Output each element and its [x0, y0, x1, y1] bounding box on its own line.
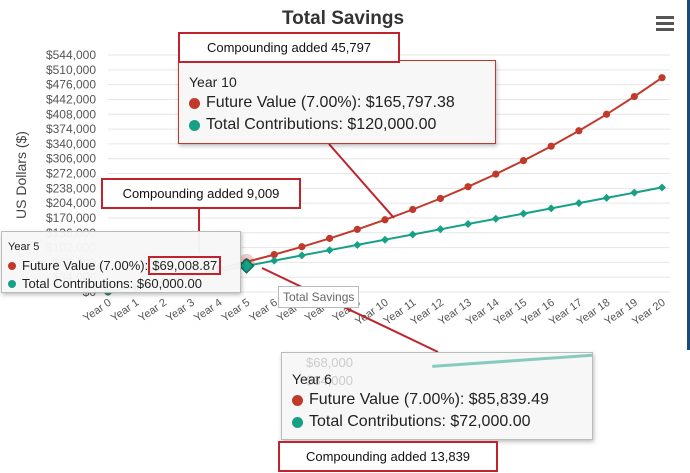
data-point[interactable] — [575, 127, 583, 135]
hamburger-menu-icon[interactable] — [656, 16, 674, 31]
y-tick-label: $374,000 — [46, 122, 96, 136]
data-point[interactable] — [298, 243, 306, 251]
data-point[interactable] — [519, 209, 528, 218]
contributions-dot — [292, 416, 303, 428]
tooltip-year6-title: Year 6 — [292, 371, 332, 387]
y-tick-label: $442,000 — [46, 92, 96, 106]
leader-year10 — [328, 143, 395, 219]
tooltip-year6-fv: Future Value (7.00%): $85,839.49 — [309, 391, 549, 408]
x-tick-label: Year 4 — [192, 297, 225, 325]
data-point[interactable] — [326, 234, 334, 242]
data-point[interactable] — [436, 225, 445, 234]
y-tick-label: $272,000 — [46, 167, 96, 181]
callout-year6: Compounding added 13,839 — [278, 441, 498, 472]
tooltip-year5-fv-value: $69,008.87 — [148, 256, 222, 275]
tooltip-year10-title: Year 10 — [189, 74, 237, 90]
data-point[interactable] — [658, 74, 666, 82]
y-tick-label: $408,000 — [46, 107, 96, 121]
inset-background: $68,000 $34,000 — [282, 353, 592, 439]
y-tick-label: $204,000 — [46, 196, 96, 210]
tooltip-year5-fv-label: Future Value (7.00%): — [22, 258, 149, 273]
data-point[interactable] — [353, 225, 361, 233]
contributions-dot — [8, 279, 16, 288]
inset-line — [432, 353, 592, 368]
tooltip-year5: Year 5 Future Value (7.00%): $69,008.87 … — [1, 231, 241, 293]
y-tick-label: $340,000 — [46, 137, 96, 151]
y-tick-label: $306,000 — [46, 152, 96, 166]
tooltip-year10-fv: Future Value (7.00%): $165,797.38 — [206, 94, 455, 111]
data-point[interactable] — [519, 157, 528, 165]
hover-marker — [238, 257, 255, 274]
y-tick-label: $238,000 — [46, 181, 96, 195]
data-point[interactable] — [408, 230, 417, 239]
data-point[interactable] — [630, 92, 638, 101]
y-axis-label: US Dollars ($) — [13, 131, 29, 219]
data-point[interactable] — [602, 193, 611, 202]
x-tick-label: Year 3 — [164, 297, 197, 325]
data-point[interactable] — [381, 216, 389, 224]
data-point[interactable] — [574, 199, 583, 208]
data-point[interactable] — [436, 194, 444, 203]
x-tick-label: Year 0 — [81, 297, 114, 325]
callout-year10: Compounding added 45,797 — [178, 32, 400, 63]
x-tick-label: Year 1 — [109, 297, 142, 325]
tooltip-year5-title: Year 5 — [8, 241, 40, 253]
y-tick-label: $544,000 — [46, 48, 96, 62]
y-tick-label: $170,000 — [46, 211, 96, 225]
tooltip-year10: Year 10 Future Value (7.00%): $165,797.3… — [178, 60, 496, 144]
data-point[interactable] — [464, 183, 472, 191]
callout-year5: Compounding added 9,009 — [101, 178, 301, 209]
data-point[interactable] — [547, 142, 555, 150]
right-edge-bar — [687, 0, 690, 350]
contributions-dot — [189, 119, 200, 131]
tooltip-year6-tc: Total Contributions: $72,000.00 — [309, 413, 531, 430]
y-tick-label: $510,000 — [46, 63, 96, 77]
data-point[interactable] — [491, 214, 500, 223]
data-point[interactable] — [409, 205, 417, 214]
x-tick-label: Year 5 — [220, 297, 253, 325]
tooltip-year10-tc: Total Contributions: $120,000.00 — [206, 116, 437, 133]
tooltip-year6: $68,000 $34,000 Year 6 Future Value (7.0… — [281, 352, 593, 440]
data-point[interactable] — [270, 251, 278, 259]
future-value-dot — [292, 394, 303, 406]
data-point[interactable] — [603, 110, 611, 118]
data-point[interactable] — [464, 220, 473, 229]
inset-ytick-2: $34,000 — [306, 373, 353, 388]
data-point[interactable] — [325, 246, 334, 255]
data-point[interactable] — [381, 235, 389, 244]
chart-title: Total Savings — [282, 8, 404, 29]
future-value-dot — [189, 97, 200, 109]
y-tick-label: $476,000 — [46, 78, 96, 92]
leader-year6 — [261, 267, 439, 353]
data-point[interactable] — [270, 256, 279, 265]
x-tick-label: Year 6 — [247, 297, 280, 325]
data-point[interactable] — [658, 183, 666, 192]
data-point[interactable] — [547, 204, 556, 213]
mini-tooltip: Total Savings — [278, 286, 360, 308]
data-point[interactable] — [353, 240, 362, 249]
data-point[interactable] — [297, 251, 306, 260]
future-value-dot — [8, 261, 16, 270]
x-tick-label: Year 2 — [137, 297, 170, 325]
data-point[interactable] — [630, 188, 639, 197]
inset-ytick-1: $68,000 — [306, 355, 353, 370]
tooltip-year5-tc: Total Contributions: $60,000.00 — [22, 276, 202, 291]
data-point[interactable] — [492, 170, 500, 178]
